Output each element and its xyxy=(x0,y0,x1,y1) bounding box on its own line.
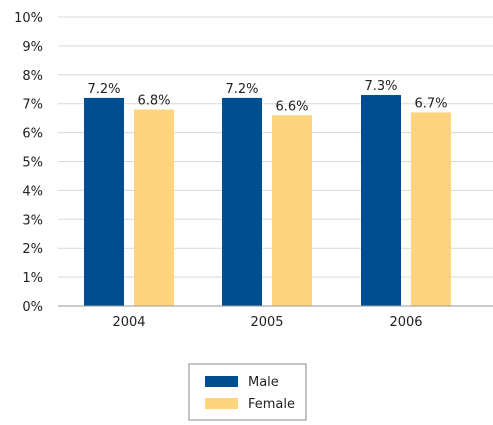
y-tick-label: 1% xyxy=(22,271,43,286)
legend-box xyxy=(188,363,307,421)
bars: 7.2% 6.8% 7.2% 6.6% 7.3% 6.7% xyxy=(84,79,451,307)
x-axis: 2004 2005 2006 xyxy=(58,305,493,330)
data-label: 7.2% xyxy=(87,82,120,97)
y-tick-label: 4% xyxy=(22,184,43,199)
y-tick-label: 7% xyxy=(22,98,43,113)
y-axis: 0% 1% 2% 3% 4% 5% 6% 7% 8% 9% 10% xyxy=(14,11,43,315)
y-tick-label: 5% xyxy=(22,156,43,171)
data-label: 6.7% xyxy=(414,96,447,111)
data-label: 7.3% xyxy=(364,79,397,94)
y-tick-label: 6% xyxy=(22,127,43,142)
bar-female xyxy=(272,115,312,306)
legend: Male Female xyxy=(188,363,307,421)
bar-male xyxy=(84,97,124,306)
y-tick-label: 0% xyxy=(22,300,43,315)
x-tick-label: 2005 xyxy=(250,315,283,330)
data-label: 7.2% xyxy=(225,82,258,97)
legend-swatch-male xyxy=(205,376,238,387)
bar-male xyxy=(222,97,262,306)
y-tick-label: 2% xyxy=(22,242,43,257)
data-label: 6.6% xyxy=(275,99,308,114)
y-tick-label: 10% xyxy=(14,11,43,26)
y-tick-label: 9% xyxy=(22,40,43,55)
legend-label-male: Male xyxy=(248,375,279,390)
bar-female xyxy=(134,109,174,306)
y-tick-label: 8% xyxy=(22,69,43,84)
bar-female xyxy=(411,112,451,307)
y-tick-label: 3% xyxy=(22,213,43,228)
x-tick-label: 2004 xyxy=(112,315,145,330)
data-label: 6.8% xyxy=(137,93,170,108)
x-tick-label: 2006 xyxy=(389,315,422,330)
legend-label-female: Female xyxy=(248,397,295,412)
bar-male xyxy=(361,95,401,306)
legend-swatch-female xyxy=(205,398,238,409)
